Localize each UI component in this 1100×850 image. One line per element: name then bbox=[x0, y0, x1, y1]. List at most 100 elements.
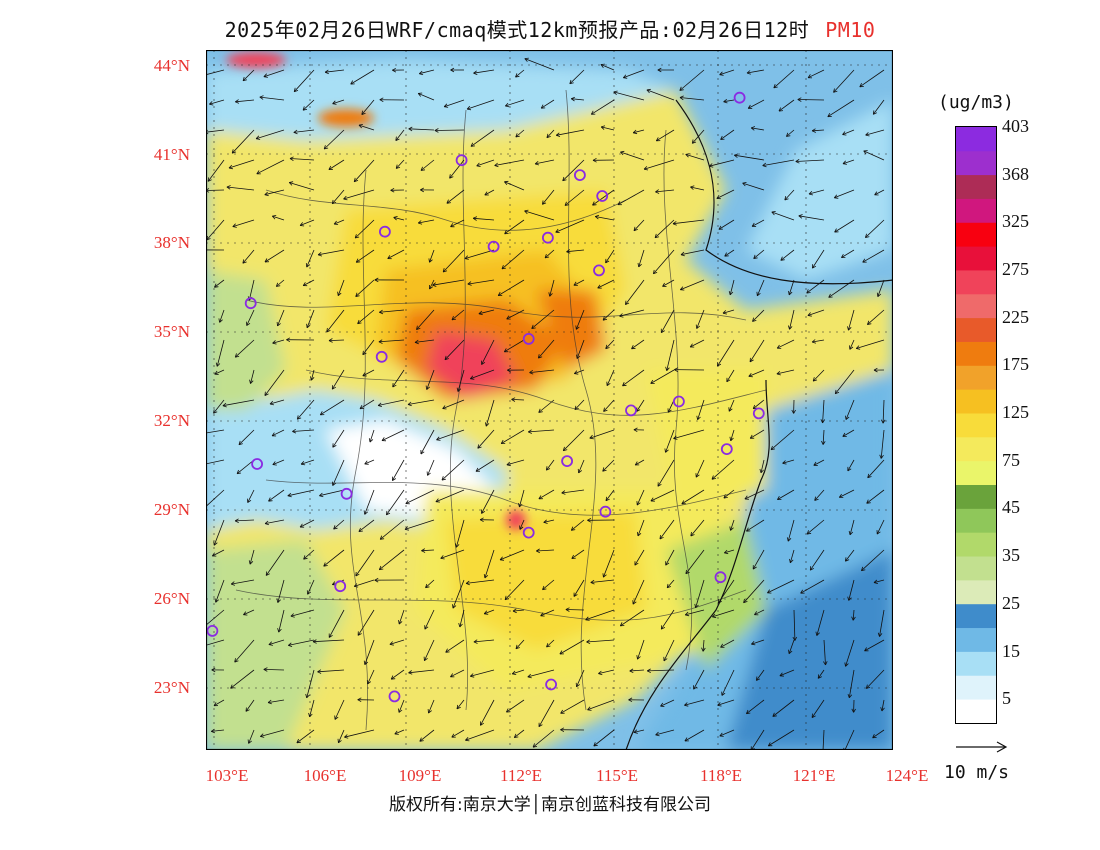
wind-arrow bbox=[592, 189, 615, 206]
wind-arrow bbox=[622, 69, 645, 79]
wind-arrow bbox=[263, 667, 285, 672]
wind-arrow bbox=[724, 249, 735, 257]
legend-label: 5 bbox=[1002, 688, 1011, 709]
wind-arrow bbox=[861, 549, 885, 572]
wind-arrow bbox=[701, 639, 706, 652]
wind-arrow bbox=[303, 549, 315, 560]
wind-arrow bbox=[238, 429, 255, 446]
wind-arrow bbox=[746, 69, 765, 75]
wind-arrow bbox=[302, 279, 315, 287]
wind-arrow bbox=[506, 309, 525, 320]
wind-arrow bbox=[808, 189, 825, 196]
wind-arrow bbox=[398, 609, 405, 625]
wind-arrow bbox=[505, 99, 525, 108]
copyright-text: 版权所有:南京大学│南京创蓝科技有限公司 bbox=[389, 795, 711, 815]
wind-arrow bbox=[213, 519, 225, 546]
wind-arrow bbox=[647, 668, 675, 674]
wind-arrow bbox=[354, 219, 375, 239]
wind-arrow bbox=[807, 69, 825, 79]
station-marker bbox=[573, 169, 586, 181]
wind-arrow bbox=[847, 669, 855, 699]
wind-arrow bbox=[473, 639, 495, 644]
wind-arrow bbox=[721, 669, 735, 696]
wind-arrow bbox=[420, 159, 435, 171]
wind-arrow bbox=[622, 369, 645, 387]
wind-arrow bbox=[392, 369, 405, 388]
wind-arrow bbox=[724, 549, 735, 555]
wind-arrow bbox=[750, 126, 765, 131]
wind-arrow bbox=[845, 399, 855, 420]
wind-arrow bbox=[234, 639, 255, 663]
wind-arrow bbox=[809, 549, 825, 571]
wind-arrow bbox=[532, 729, 555, 748]
wind-arrow bbox=[289, 156, 315, 161]
wind-arrow bbox=[231, 129, 255, 154]
wind-arrow bbox=[822, 729, 825, 750]
wind-arrow bbox=[333, 519, 345, 530]
wind-arrow bbox=[681, 489, 705, 505]
legend-swatch bbox=[956, 627, 996, 652]
lat-label-29: 29°N bbox=[153, 500, 190, 519]
wind-arrow bbox=[762, 159, 795, 168]
wind-arrow bbox=[230, 669, 255, 689]
wind-arrow bbox=[575, 309, 585, 330]
wind-arrow bbox=[443, 99, 465, 108]
wind-arrow bbox=[434, 128, 465, 133]
wind-arrow bbox=[269, 399, 285, 406]
wind-arrow bbox=[800, 579, 825, 594]
legend-label: 225 bbox=[1002, 306, 1029, 327]
wind-arrow bbox=[691, 129, 705, 144]
wind-arrow bbox=[206, 249, 225, 251]
wind-arrow bbox=[776, 339, 795, 349]
wind-arrow bbox=[712, 609, 735, 619]
wind-arrow bbox=[331, 189, 345, 205]
wind-arrow bbox=[332, 99, 345, 105]
wind-arrow bbox=[465, 579, 495, 586]
wind-arrow bbox=[343, 189, 375, 201]
wind-arrow bbox=[867, 459, 885, 479]
wind-arrow bbox=[720, 639, 735, 648]
wind-arrow bbox=[310, 369, 315, 381]
wind-arrow bbox=[666, 579, 675, 589]
wind-arrow bbox=[276, 579, 285, 603]
wind-arrow bbox=[425, 369, 435, 390]
wind-arrow bbox=[542, 189, 555, 205]
wind-arrow bbox=[420, 429, 435, 455]
station-marker bbox=[244, 297, 257, 310]
wind-arrow bbox=[722, 309, 735, 315]
lat-label-26: 26°N bbox=[153, 589, 190, 608]
wind-arrow bbox=[390, 187, 405, 193]
wind-arrow bbox=[873, 579, 885, 584]
wind-arrow bbox=[684, 609, 705, 617]
wind-arrow bbox=[256, 159, 285, 175]
wind-arrow bbox=[650, 489, 675, 502]
wind-arrow bbox=[395, 129, 405, 141]
wind-arrow bbox=[361, 99, 375, 115]
wind-arrow bbox=[236, 459, 255, 475]
wind-arrow bbox=[353, 579, 375, 588]
wind-arrow bbox=[476, 159, 495, 167]
wind-arrow bbox=[206, 429, 225, 434]
wind-arrow bbox=[680, 249, 705, 257]
wind-arrow bbox=[519, 519, 525, 530]
wind-vectors bbox=[206, 57, 886, 750]
wind-arrow bbox=[657, 67, 674, 73]
wind-arrow bbox=[331, 369, 345, 390]
wind-arrow bbox=[293, 129, 315, 135]
legend-swatch bbox=[956, 127, 996, 152]
wind-arrow bbox=[753, 249, 765, 259]
wind-arrow bbox=[477, 429, 495, 449]
wind-arrow bbox=[773, 69, 795, 89]
wind-arrow bbox=[718, 219, 735, 230]
wind-arrow bbox=[515, 69, 525, 78]
wind-arrow bbox=[842, 429, 855, 437]
wind-arrow bbox=[234, 339, 255, 358]
wind-arrow bbox=[230, 579, 255, 586]
wind-arrow bbox=[543, 519, 555, 524]
wind-arrow bbox=[717, 339, 735, 367]
wind-arrow bbox=[716, 189, 735, 200]
wind-arrow bbox=[275, 279, 285, 287]
wind-arrow bbox=[646, 88, 675, 101]
wind-arrow bbox=[752, 549, 765, 570]
wind-arrow bbox=[791, 399, 796, 414]
